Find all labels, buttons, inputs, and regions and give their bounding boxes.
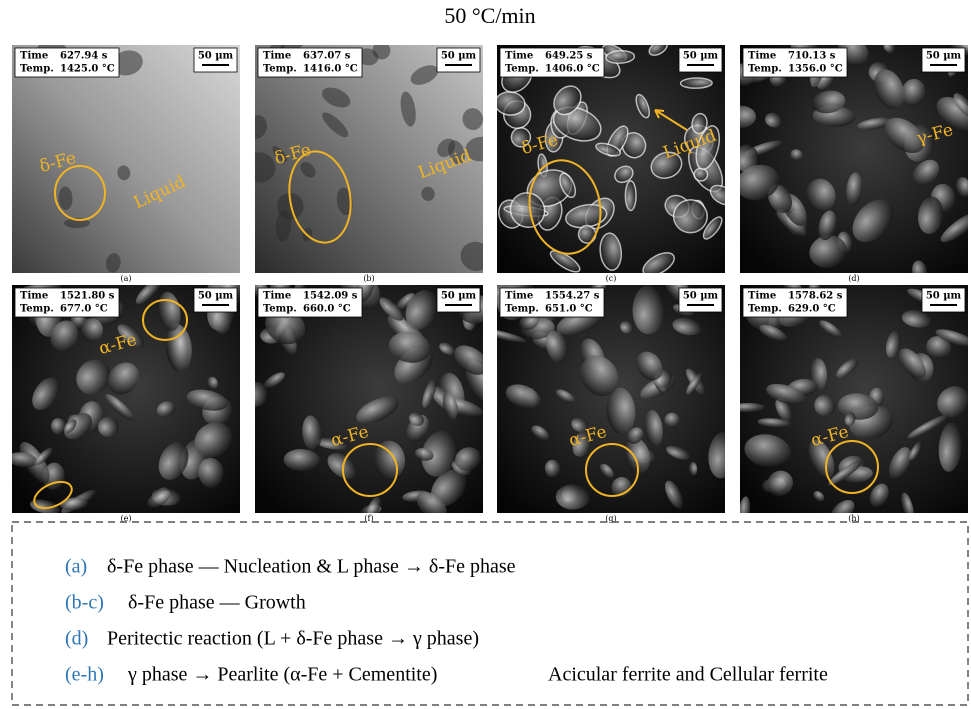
temp-value: 651.0 °C [545,304,593,315]
legend-text: Peritectic reaction (L + δ-Fe phase → γ … [107,628,479,650]
time-value: 649.25 s [545,51,593,62]
time-value: 627.94 s [60,51,108,62]
scale-text: 50 µm [683,51,719,62]
grain [556,484,590,510]
time-label: Time [748,291,776,302]
grain [625,181,636,211]
temp-value: 1425.0 °C [60,64,115,75]
time-value: 710.13 s [788,51,836,62]
panel-label: (b) [363,274,374,283]
temp-value: 629.0 °C [788,304,836,315]
panel-label: (a) [120,274,131,283]
scale-text: 50 µm [198,291,234,302]
grain [694,168,708,181]
time-label: Time [505,291,533,302]
time-value: 637.07 s [303,51,351,62]
scale-text: 50 µm [198,51,234,62]
temp-label: Temp. [20,304,54,315]
temp-label: Temp. [748,64,782,75]
figure-title: 50 °C/min [444,3,535,28]
micrograph-panel: Time1542.09 sTemp.660.0 °C50 µmα-Fe(f) [239,262,503,525]
panel-label: (c) [606,274,617,283]
micrograph-panel: Time649.25 sTemp.1406.0 °C50 µmδ-FeLiqui… [494,38,738,283]
legend-extra: Acicular ferrite and Cellular ferrite [548,664,828,686]
temp-value: 677.0 °C [60,304,108,315]
panel-label: (g) [605,514,616,523]
temp-label: Temp. [20,64,54,75]
scale-text: 50 µm [926,51,962,62]
scale-text: 50 µm [683,291,719,302]
temp-label: Temp. [505,64,539,75]
time-label: Time [20,51,48,62]
time-label: Time [263,51,291,62]
legend-text: δ-Fe phase — Nucleation & L phase → δ-Fe… [107,556,516,578]
panel-label: (f) [364,514,373,523]
grain [632,285,664,334]
temp-label: Temp. [505,304,539,315]
temp-value: 1416.0 °C [303,64,358,75]
legend-tag: (b-c) [65,592,104,614]
time-value: 1542.09 s [303,291,358,302]
temp-label: Temp. [748,304,782,315]
temp-value: 1406.0 °C [545,64,600,75]
time-value: 1578.62 s [788,291,843,302]
figure: 50 °C/min Time 627.94 s Temp. 1425.0 °C 50 µ… [0,0,971,709]
temp-label: Temp. [263,64,297,75]
legend-tag: (e-h) [65,664,104,686]
scale-text: 50 µm [441,291,477,302]
time-label: Time [20,291,48,302]
temp-label: Temp. [263,304,297,315]
legend-tag: (d) [65,628,88,650]
time-label: Time [263,291,291,302]
legend-tag: (a) [65,556,87,578]
time-label: Time [748,51,776,62]
scale-text: 50 µm [441,51,477,62]
time-value: 1554.27 s [545,291,600,302]
panel-label: (h) [848,514,859,523]
scale-text: 50 µm [926,291,962,302]
time-value: 1521.80 s [60,291,115,302]
temp-value: 1356.0 °C [788,64,843,75]
legend-text: γ phase → Pearlite (α-Fe + Cementite) [127,664,437,686]
time-label: Time [505,51,533,62]
panel-label: (d) [848,274,859,283]
micrograph-panel: Time1521.80 sTemp.677.0 °C50 µmα-Fe(e) [7,265,251,523]
grain [680,78,712,89]
panel-label: (e) [121,514,132,523]
temp-value: 660.0 °C [303,304,351,315]
legend-text: δ-Fe phase — Growth [128,592,306,614]
micrograph-panel: Time627.94 sTemp.1425.0 °C50 µmδ-FeLiqui… [12,35,240,283]
micrograph-panel: Time1554.27 sTemp.651.0 °C50 µmα-Fe(g) [479,266,738,523]
